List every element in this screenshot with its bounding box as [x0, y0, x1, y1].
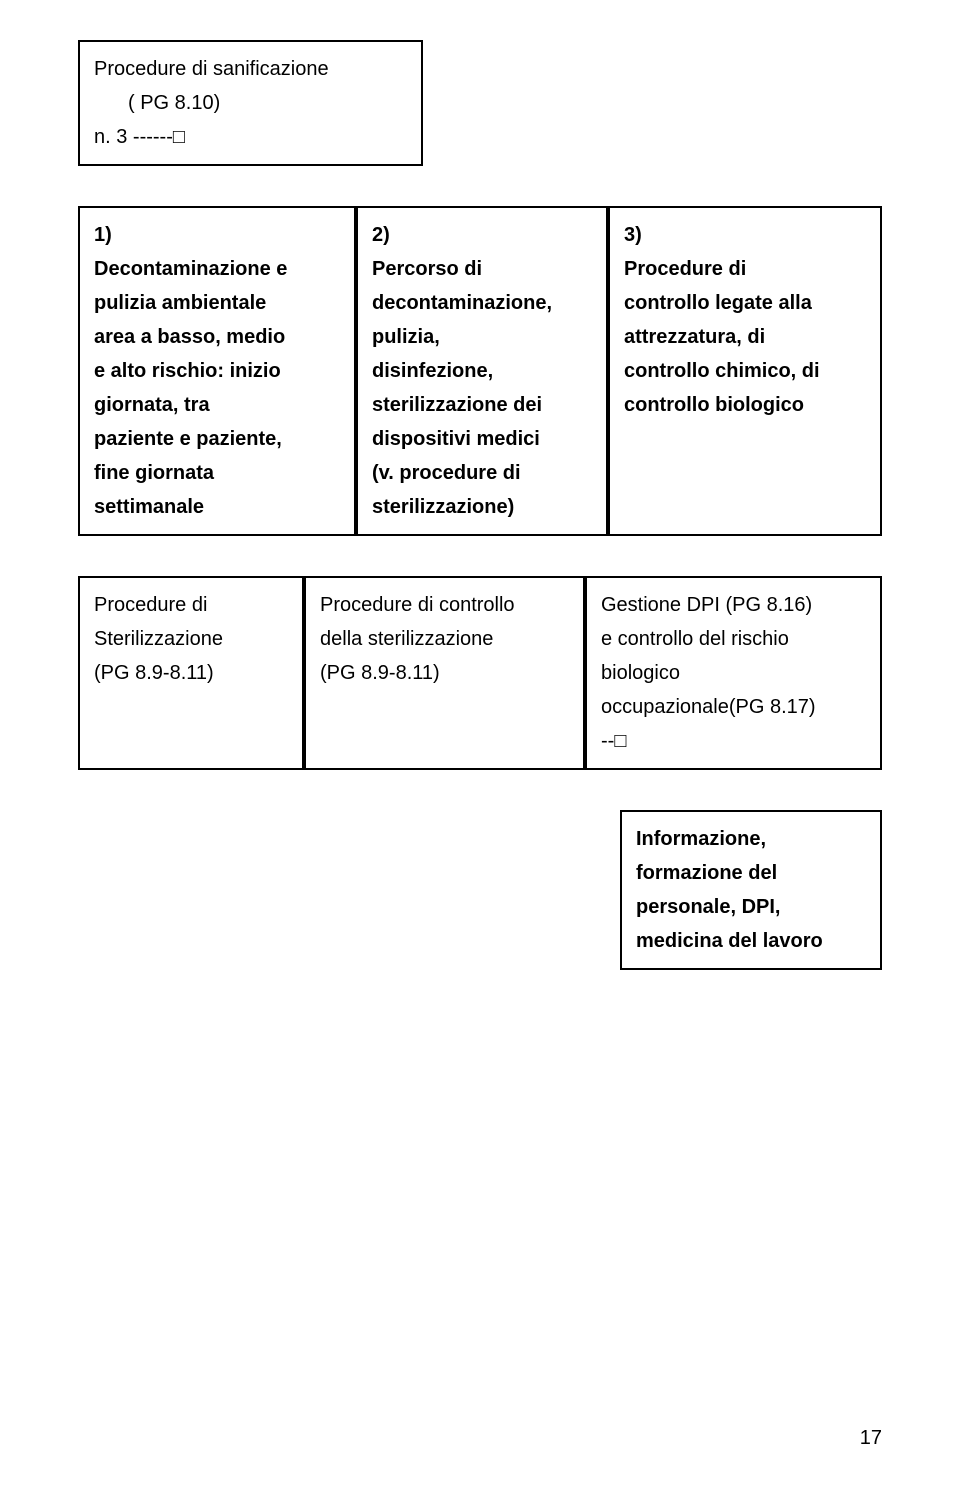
lower-row: Procedure di Sterilizzazione (PG 8.9-8.1… — [78, 576, 882, 770]
col1-number: 1) — [94, 218, 340, 252]
col2-l5: dispositivi medici — [372, 422, 592, 456]
header-line3: n. 3 ------□ — [94, 120, 407, 154]
lc3-l4: --□ — [601, 724, 866, 758]
lower-col-1: Procedure di Sterilizzazione (PG 8.9-8.1… — [78, 576, 304, 770]
col1-l5: paziente e paziente, — [94, 422, 340, 456]
lc2-l0: Procedure di controllo — [320, 588, 569, 622]
col2-l0: Percorso di — [372, 252, 592, 286]
bottom-box: Informazione, formazione del personale, … — [620, 810, 882, 970]
col2-l4: sterilizzazione dei — [372, 388, 592, 422]
col1-l2: area a basso, medio — [94, 320, 340, 354]
col2-l3: disinfezione, — [372, 354, 592, 388]
lower-col-2: Procedure di controllo della sterilizzaz… — [304, 576, 585, 770]
header-box: Procedure di sanificazione ( PG 8.10) n.… — [78, 40, 423, 166]
col2-l7: sterilizzazione) — [372, 490, 592, 524]
header-line1: Procedure di sanificazione — [94, 52, 407, 86]
col2-l2: pulizia, — [372, 320, 592, 354]
col1-l4: giornata, tra — [94, 388, 340, 422]
col2-l6: (v. procedure di — [372, 456, 592, 490]
col2-l1: decontaminazione, — [372, 286, 592, 320]
col3-number: 3) — [624, 218, 866, 252]
col2-number: 2) — [372, 218, 592, 252]
page-number: 17 — [860, 1427, 882, 1450]
lc3-l3: occupazionale(PG 8.17) — [601, 690, 866, 724]
lower-col-3: Gestione DPI (PG 8.16) e controllo del r… — [585, 576, 882, 770]
col3-l1: controllo legate alla — [624, 286, 866, 320]
col3-l2: attrezzatura, di — [624, 320, 866, 354]
col1-l0: Decontaminazione e — [94, 252, 340, 286]
col3-l0: Procedure di — [624, 252, 866, 286]
col1-l7: settimanale — [94, 490, 340, 524]
col1-l1: pulizia ambientale — [94, 286, 340, 320]
col3-l3: controllo chimico, di — [624, 354, 866, 388]
main-col-1: 1) Decontaminazione e pulizia ambientale… — [78, 206, 356, 536]
lc3-l0: Gestione DPI (PG 8.16) — [601, 588, 866, 622]
lc1-l2: (PG 8.9-8.11) — [94, 656, 288, 690]
lc3-l1: e controllo del rischio — [601, 622, 866, 656]
col3-l4: controllo biologico — [624, 388, 866, 422]
col1-l6: fine giornata — [94, 456, 340, 490]
col1-l3: e alto rischio: inizio — [94, 354, 340, 388]
main-row: 1) Decontaminazione e pulizia ambientale… — [78, 206, 882, 536]
lc1-l1: Sterilizzazione — [94, 622, 288, 656]
bb-l2: personale, DPI, — [636, 890, 866, 924]
lc2-l2: (PG 8.9-8.11) — [320, 656, 569, 690]
lc1-l0: Procedure di — [94, 588, 288, 622]
lc2-l1: della sterilizzazione — [320, 622, 569, 656]
page: Procedure di sanificazione ( PG 8.10) n.… — [0, 0, 960, 1492]
bb-l3: medicina del lavoro — [636, 924, 866, 958]
bottom-row: Informazione, formazione del personale, … — [78, 810, 882, 970]
header-line2: ( PG 8.10) — [94, 86, 407, 120]
bb-l0: Informazione, — [636, 822, 866, 856]
main-col-2: 2) Percorso di decontaminazione, pulizia… — [356, 206, 608, 536]
bb-l1: formazione del — [636, 856, 866, 890]
main-col-3: 3) Procedure di controllo legate alla at… — [608, 206, 882, 536]
lc3-l2: biologico — [601, 656, 866, 690]
